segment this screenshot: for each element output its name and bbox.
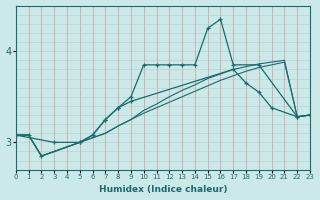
X-axis label: Humidex (Indice chaleur): Humidex (Indice chaleur) — [99, 185, 227, 194]
